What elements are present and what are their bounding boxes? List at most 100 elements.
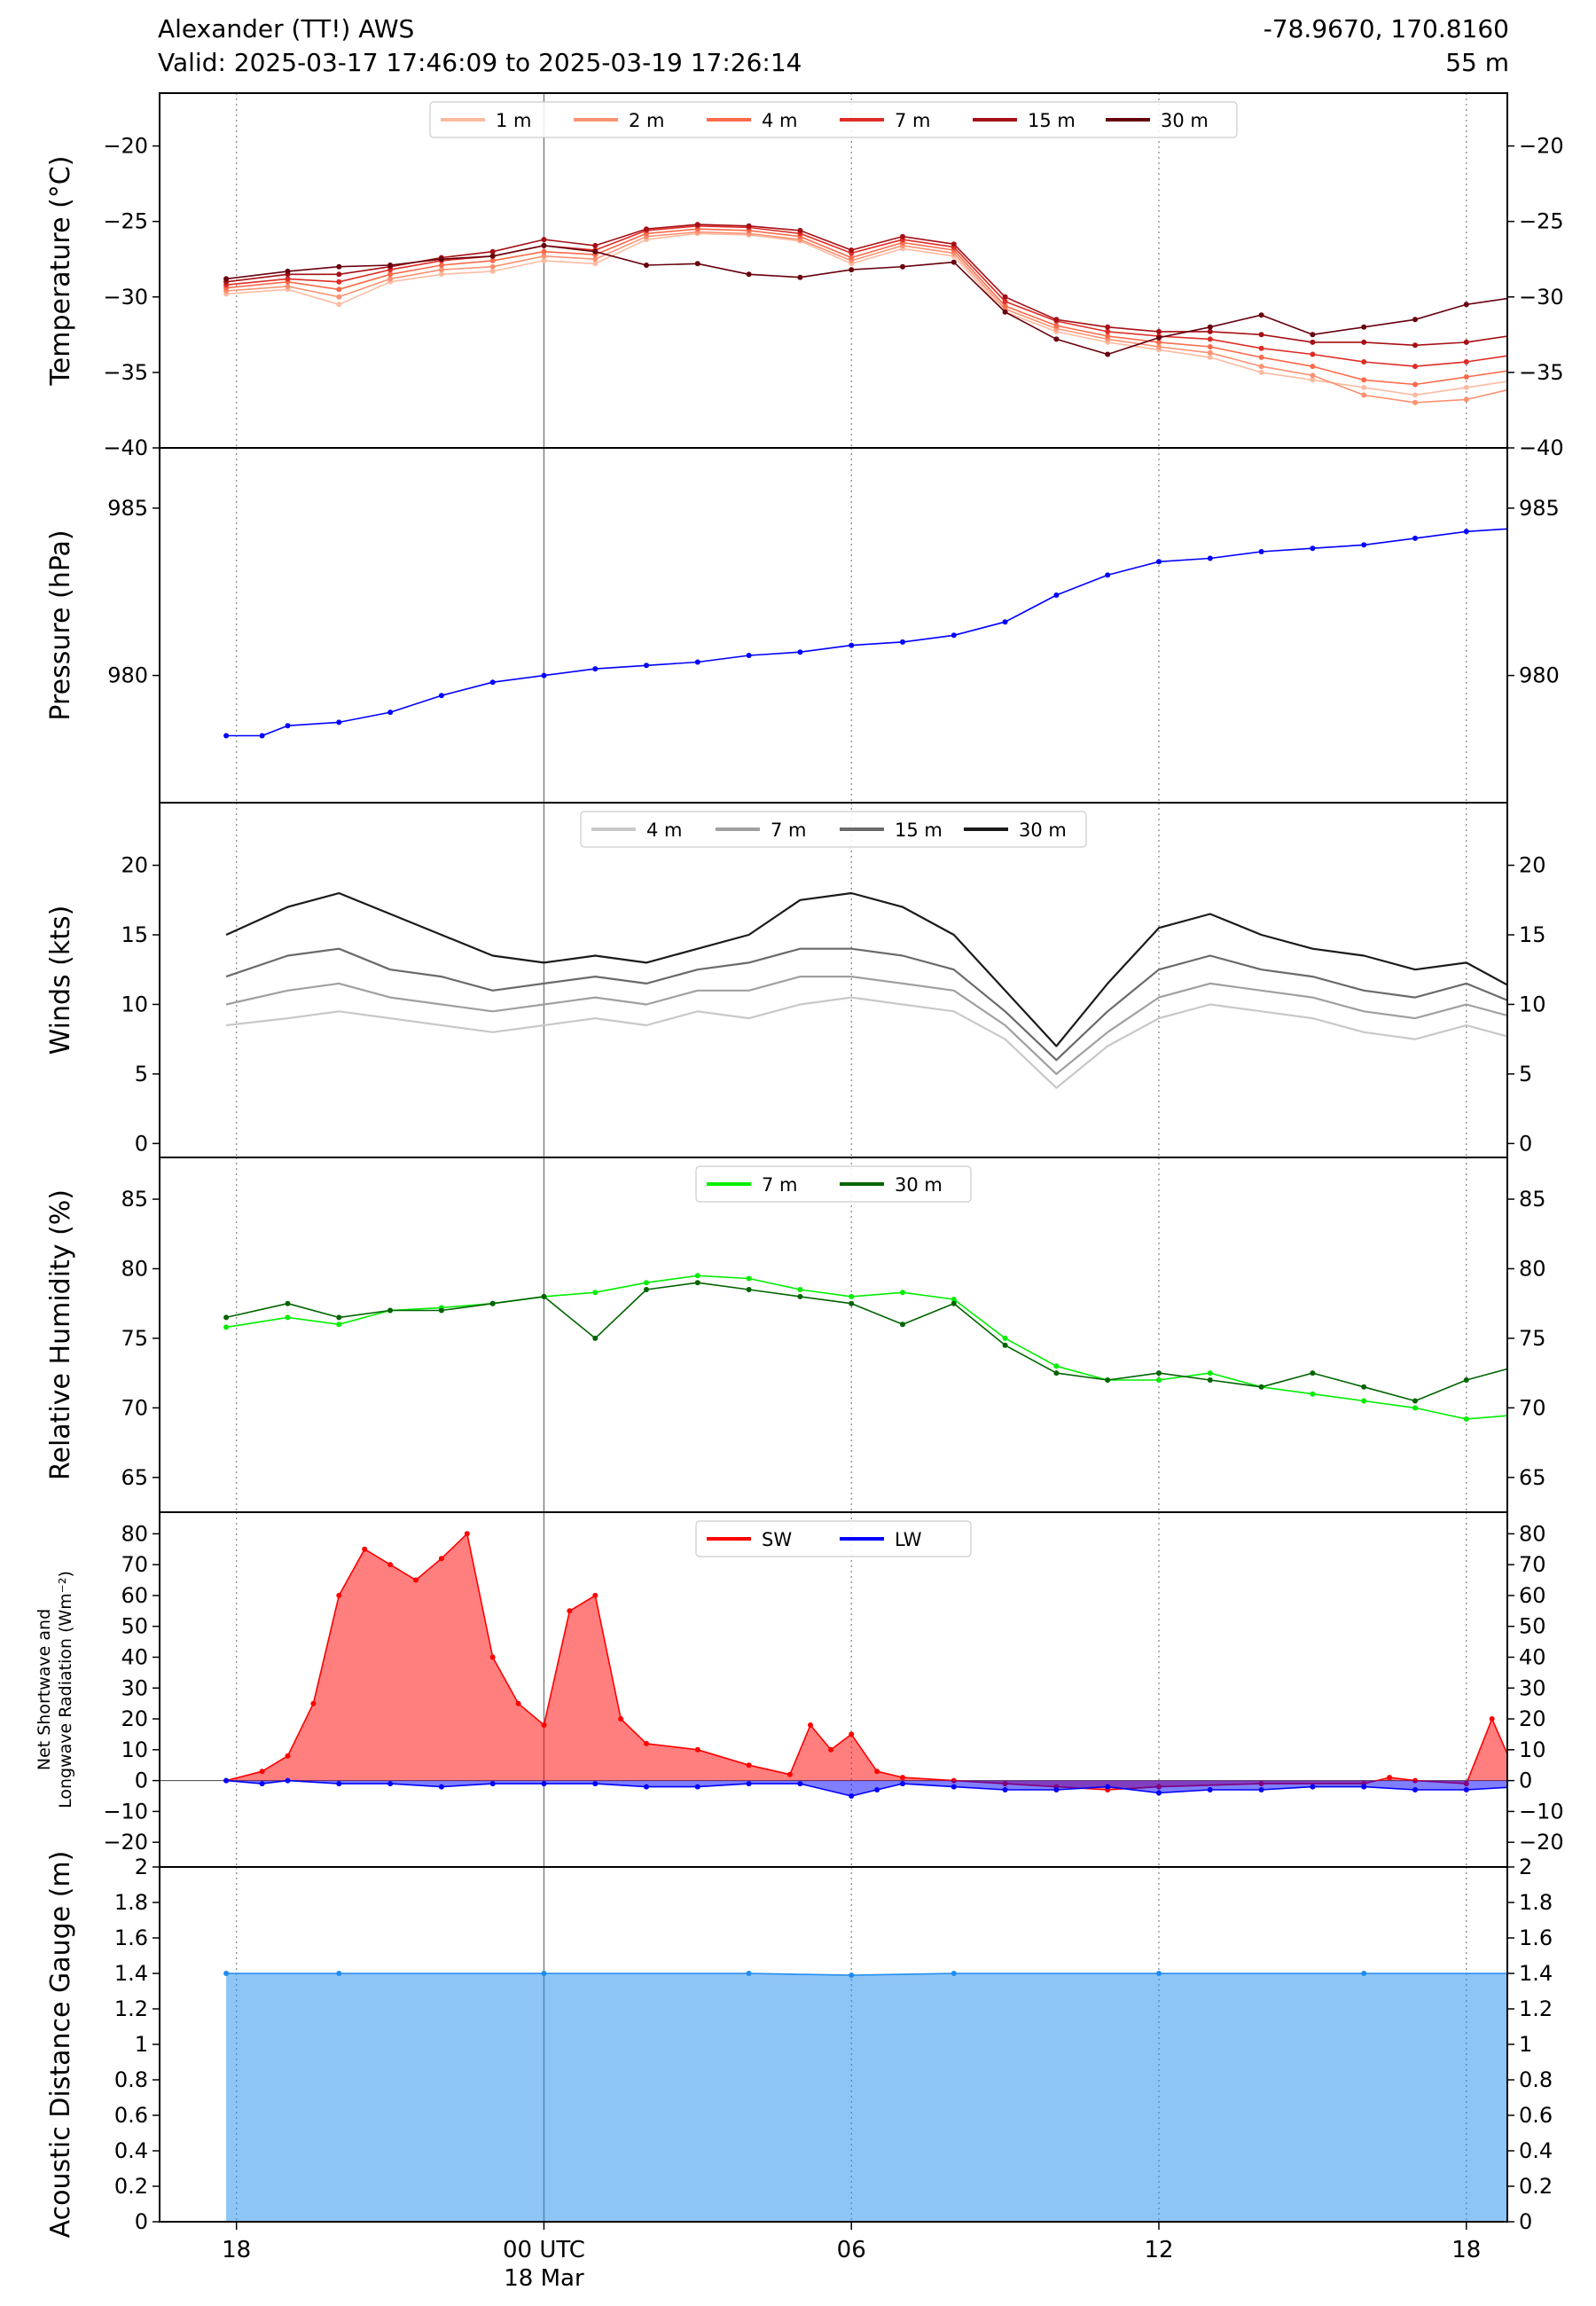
data-point (387, 1781, 394, 1787)
y-tick-label: 10 (121, 992, 148, 1016)
data-point (1412, 1405, 1418, 1411)
y-tick-label: 0.8 (1519, 2067, 1553, 2092)
data-point (797, 1287, 803, 1292)
y-tick-label: 2 (135, 1855, 148, 1879)
y-tick-label: 15 (1519, 922, 1546, 947)
data-point (951, 1297, 957, 1302)
y-tick-label: 0.6 (114, 2103, 148, 2128)
data-point (285, 1777, 291, 1784)
series-line-temperature-30m (226, 245, 1507, 356)
rh-series-group (223, 1273, 1507, 1422)
y-tick-label: 980 (107, 663, 148, 688)
y-tick-label: 1.2 (1519, 1996, 1553, 2021)
data-point (1361, 359, 1367, 365)
y-tick-label: 1.6 (1519, 1926, 1553, 1950)
data-point (694, 261, 700, 267)
y-tick-label: 60 (121, 1583, 148, 1608)
data-point (438, 1556, 444, 1562)
y-tick-label: −20 (1519, 1830, 1564, 1855)
data-point (1310, 339, 1316, 345)
y-tick-label: −20 (103, 1830, 148, 1855)
data-point (746, 653, 752, 658)
series-line-winds-4m (225, 996, 1507, 1089)
y-tick-label: 20 (121, 853, 148, 878)
data-point (694, 1280, 700, 1286)
y-tick-label: 15 (121, 922, 148, 947)
data-point (285, 1753, 291, 1759)
data-point (1361, 1398, 1367, 1404)
series-line-winds-15m (225, 947, 1507, 1062)
data-point (1105, 324, 1111, 330)
data-point (1207, 354, 1213, 360)
data-point (644, 1280, 649, 1286)
data-point (489, 679, 496, 686)
data-point (951, 1784, 957, 1790)
data-point (1463, 374, 1469, 380)
data-point (1566, 522, 1571, 528)
data-point (413, 1577, 419, 1583)
y-tick-label: 70 (121, 1552, 148, 1577)
data-point (849, 255, 855, 261)
data-point (515, 1700, 521, 1706)
data-point (1361, 1971, 1367, 1976)
data-point (541, 237, 547, 243)
data-point (1258, 332, 1264, 338)
panel-winds: 0 0 5 5 10 10 15 15 20 20 Winds (kts) 4 m 7 m 15 m 30 … (45, 802, 1546, 1158)
data-point (1156, 1790, 1162, 1796)
data-point (1002, 1335, 1008, 1341)
x-tick-label: 00 UTC (503, 2237, 585, 2263)
data-point (1361, 1784, 1367, 1790)
data-point (336, 1592, 342, 1598)
data-point (1002, 1342, 1008, 1348)
data-point (797, 227, 803, 233)
y-tick-label: 2 (1519, 1855, 1532, 1879)
y-tick-label: 30 (1519, 1675, 1546, 1700)
y-tick-label: 10 (1519, 992, 1546, 1016)
data-point (1463, 384, 1469, 390)
x-tick-label: 06 (837, 2237, 866, 2263)
data-point (567, 1608, 573, 1614)
data-point (849, 1793, 855, 1799)
data-point (644, 1784, 649, 1790)
y-tick-label: 80 (121, 1521, 148, 1546)
series-line-temperature-2m (226, 231, 1507, 404)
data-point (541, 257, 547, 263)
data-point (644, 1740, 649, 1746)
data-point (1566, 286, 1571, 292)
x-tick-label: 18 (222, 2237, 251, 2263)
data-point (438, 271, 444, 278)
y-tick-label: 10 (1519, 1737, 1546, 1762)
data-point (489, 1300, 496, 1306)
y-tick-label: −25 (103, 209, 148, 234)
data-point (1105, 328, 1111, 334)
data-point (223, 1324, 230, 1330)
y-tick-label: 0.2 (114, 2174, 148, 2199)
y-axis-label: Temperature (°C) (45, 156, 76, 387)
data-point (1207, 555, 1213, 561)
x-tick-label: 12 (1144, 2237, 1173, 2263)
data-point (1463, 302, 1469, 308)
data-point (1310, 1391, 1316, 1397)
data-point (1207, 336, 1213, 342)
data-point (1105, 572, 1111, 578)
data-point (336, 1971, 342, 1976)
data-point (1463, 1377, 1469, 1383)
data-point (874, 1787, 880, 1792)
data-point (849, 1300, 855, 1306)
data-point (1463, 1416, 1469, 1422)
data-point (746, 1971, 752, 1976)
data-point (1361, 384, 1367, 390)
data-point (592, 242, 598, 248)
data-point (1156, 339, 1162, 345)
data-point (336, 294, 342, 300)
y-tick-label: 985 (107, 496, 148, 521)
data-point (1566, 1971, 1571, 1976)
data-point (541, 253, 547, 259)
y-tick-label: −35 (1519, 360, 1564, 385)
data-point (644, 663, 649, 669)
data-point (746, 1781, 752, 1787)
data-point (285, 1314, 291, 1321)
y-tick-label: 980 (1519, 663, 1560, 688)
data-point (489, 248, 496, 255)
y-tick-label: −10 (1519, 1799, 1564, 1824)
